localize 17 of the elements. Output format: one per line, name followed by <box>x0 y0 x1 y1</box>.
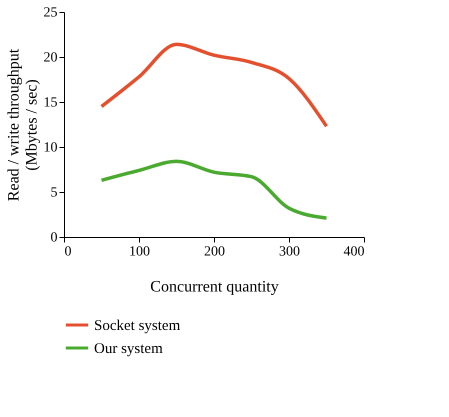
y-tick-label: 15 <box>44 96 58 110</box>
line-series <box>100 42 328 128</box>
y-axis-title: Read / write throughput (Mbytes / sec) <box>6 48 40 202</box>
x-axis-title: Concurrent quantity <box>150 278 279 296</box>
x-tick-label: 400 <box>344 244 364 260</box>
legend-label: Our system <box>94 341 164 357</box>
y-tick-label: 25 <box>44 6 58 20</box>
x-tick-label: 200 <box>204 244 225 260</box>
y-tick-label: 20 <box>44 50 58 66</box>
line-series <box>100 160 328 220</box>
legend-label: Socket system <box>94 318 181 334</box>
y-tick-label: 10 <box>44 140 58 156</box>
x-tick-label: 0 <box>64 244 72 260</box>
y-tick-label: 0 <box>50 230 58 246</box>
x-tick-label: 300 <box>279 244 300 260</box>
y-tick-label: 5 <box>50 186 58 200</box>
x-tick-label: 100 <box>129 244 150 260</box>
